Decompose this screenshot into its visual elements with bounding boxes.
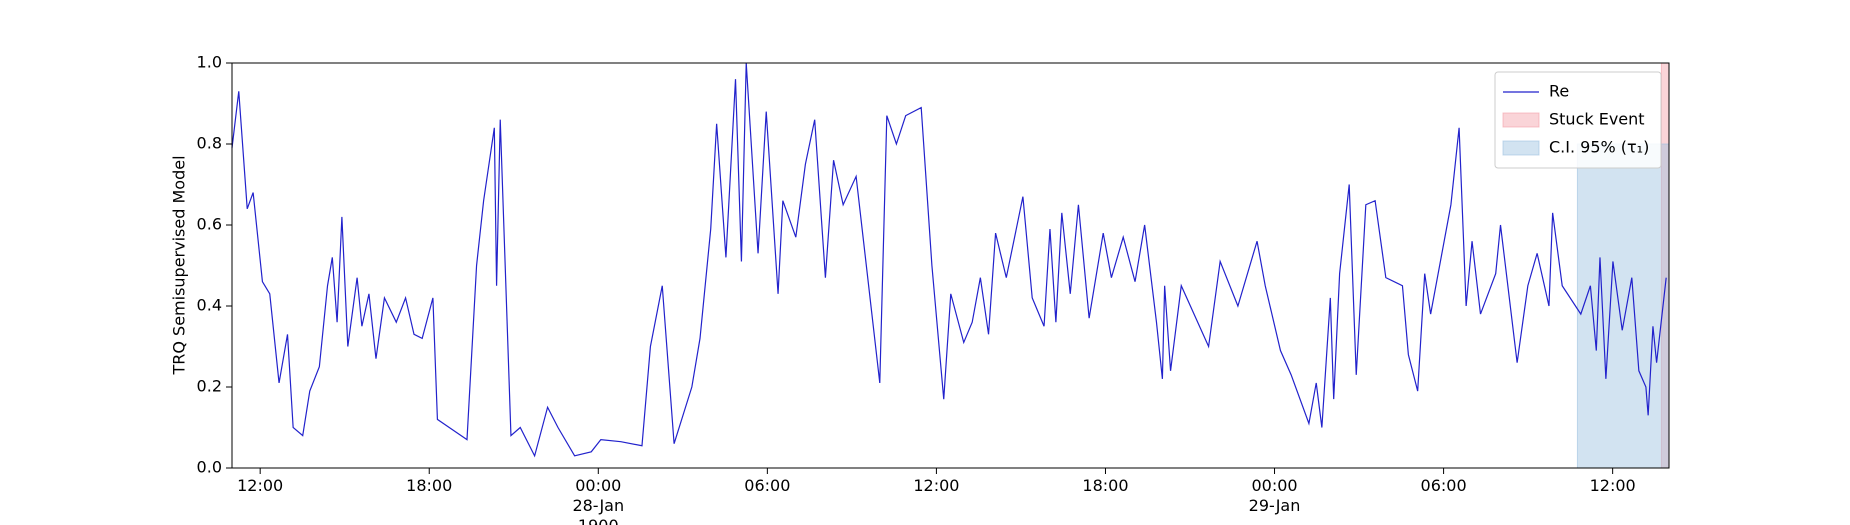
x-tick-label: 00:00 29-Jan <box>1248 476 1301 515</box>
x-tick-label: 18:00 <box>406 476 453 495</box>
shaded-span <box>1576 143 1670 469</box>
x-tick-label: 06:00 <box>744 476 791 495</box>
x-tick-label: 18:00 <box>1082 476 1129 495</box>
y-tick-label: 0.6 <box>197 215 222 234</box>
legend-swatch <box>1502 140 1540 156</box>
x-tick-label: 12:00 <box>913 476 960 495</box>
legend-label: Stuck Event <box>1549 110 1645 129</box>
y-tick-label: 1.0 <box>197 53 222 72</box>
legend-box <box>1494 71 1662 169</box>
legend-label: C.I. 95% (τ₁) <box>1549 138 1649 157</box>
plot-frame <box>231 62 1670 469</box>
y-tick-label: 0.2 <box>197 377 222 396</box>
x-tick-label: 00:00 28-Jan 1900 <box>572 476 625 525</box>
y-tick-label: 0.4 <box>197 296 222 315</box>
data-line <box>231 62 1667 458</box>
y-axis-label: TRQ Semisupervised Model <box>170 155 189 375</box>
legend-label: Re <box>1549 82 1569 101</box>
x-tick-label: 06:00 <box>1420 476 1467 495</box>
y-tick-label: 0.8 <box>197 134 222 153</box>
x-tick-label: 12:00 <box>1589 476 1636 495</box>
y-tick-label: 0.0 <box>197 458 222 477</box>
legend-swatch <box>1502 112 1540 128</box>
x-tick-label: 12:00 <box>237 476 284 495</box>
